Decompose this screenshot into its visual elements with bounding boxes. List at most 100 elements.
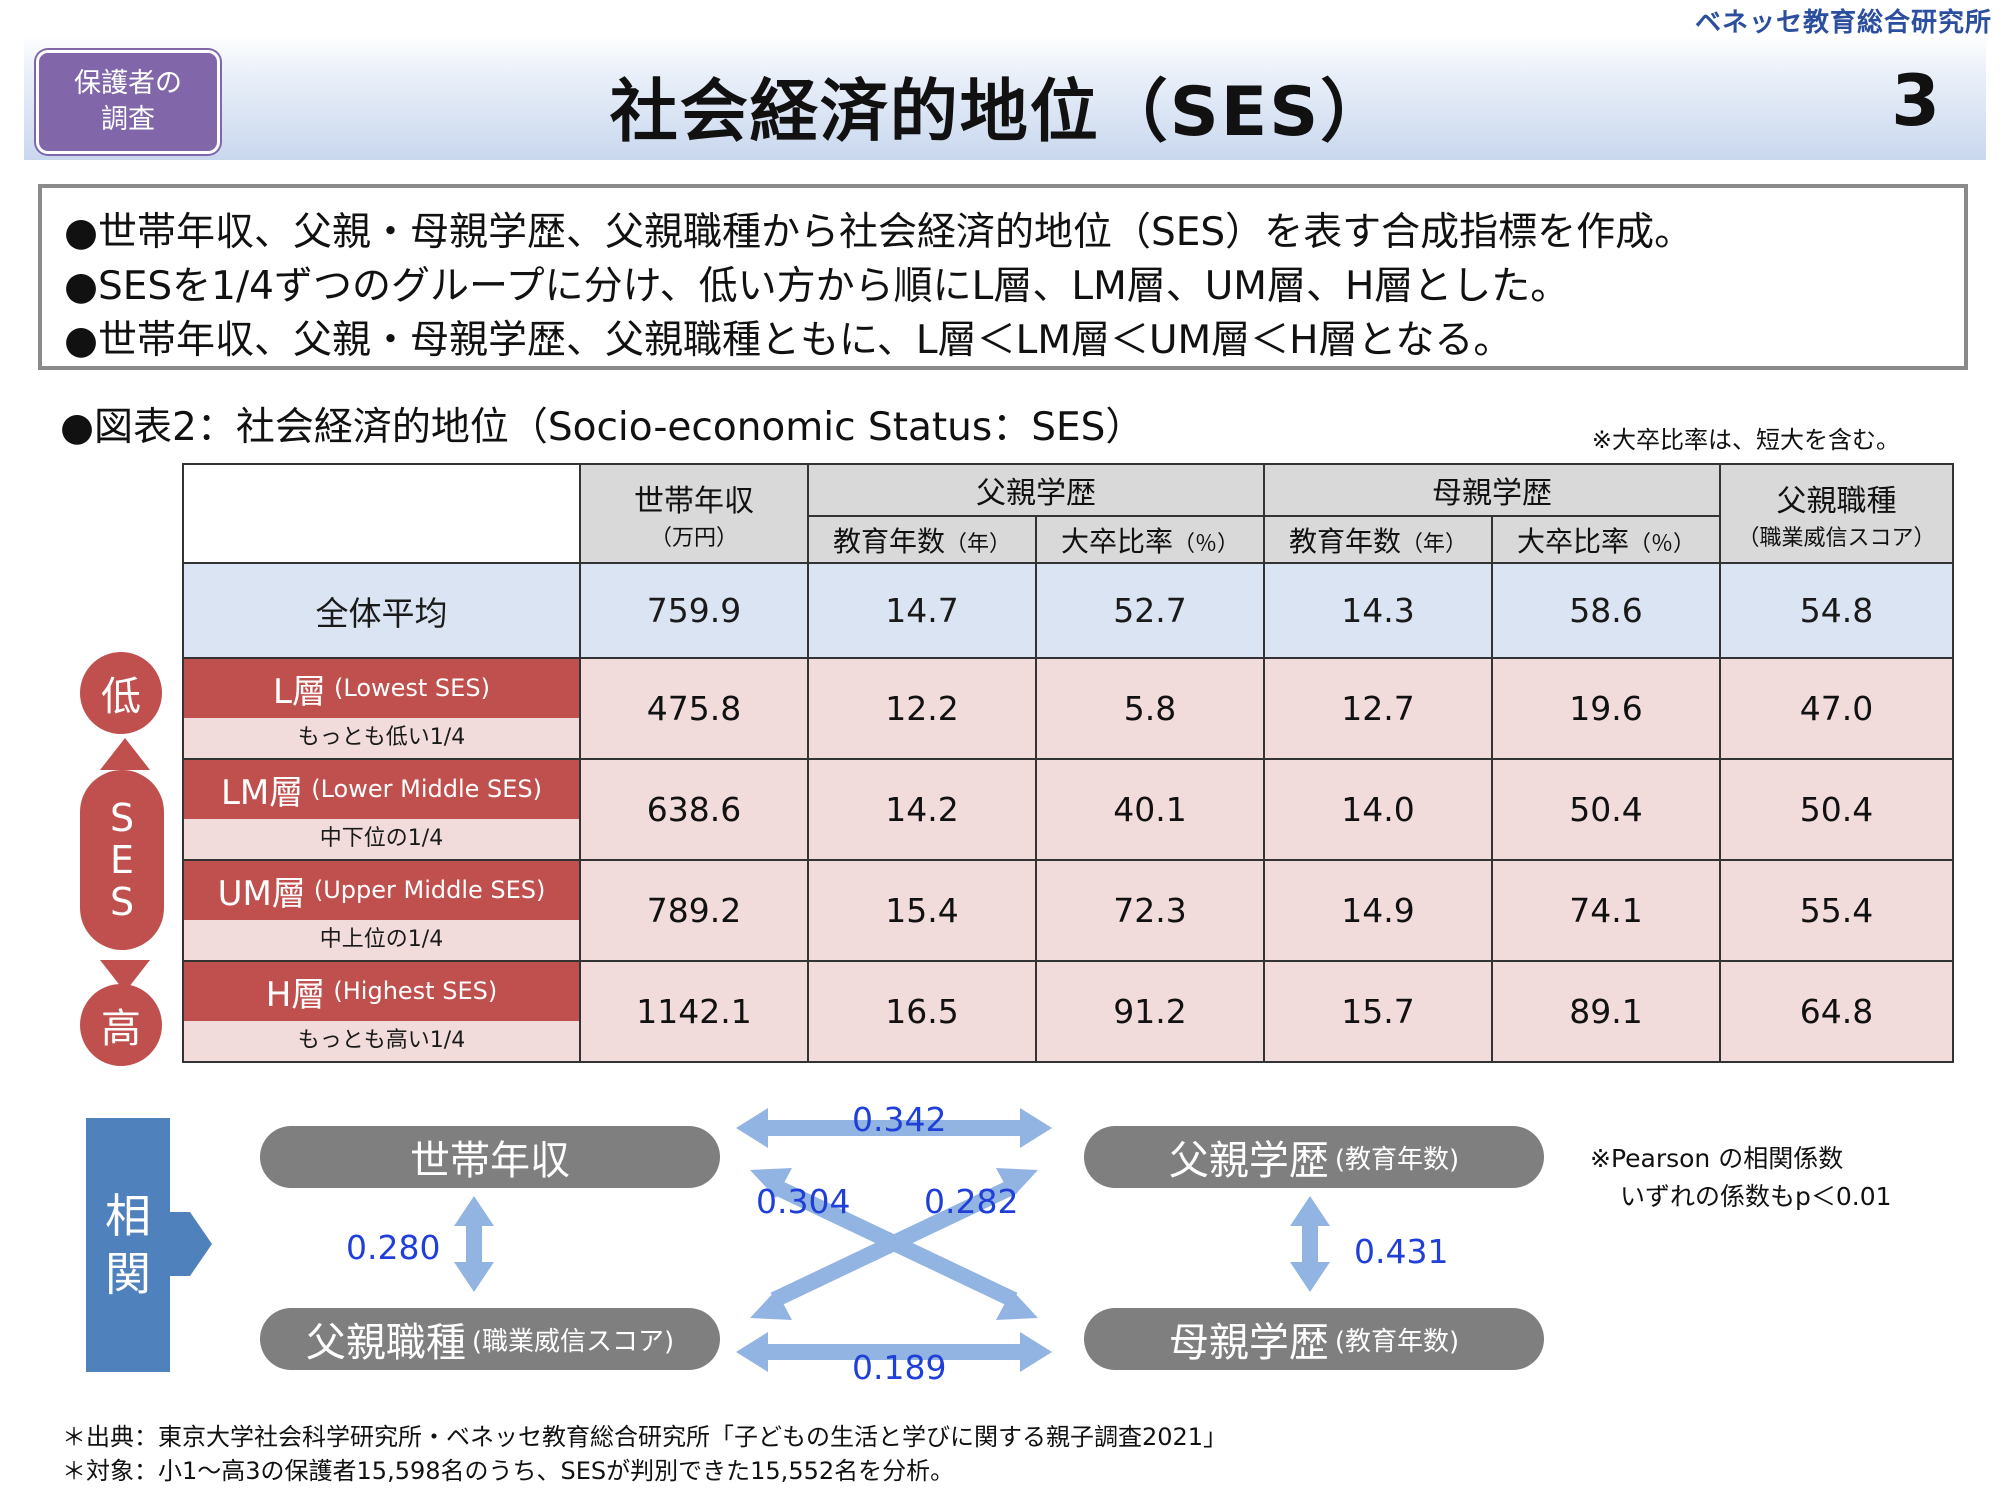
table-cell: 40.1 (1035, 758, 1265, 861)
arrow-head-icon (750, 1168, 792, 1198)
layer-name: H層 (265, 974, 326, 1015)
node-father-edu: 父親学歴 (教育年数) (1084, 1126, 1544, 1188)
page-number: 3 (1891, 60, 1940, 142)
corr-value: 0.189 (852, 1348, 947, 1387)
arrow-down-icon (100, 960, 150, 992)
layer-en: (Highest SES) (333, 977, 498, 1005)
table-cell: 55.4 (1719, 859, 1954, 962)
table-cell: 74.1 (1491, 859, 1721, 962)
badge-line-2: 調査 (101, 104, 155, 135)
layer-en: (Upper Middle SES) (313, 876, 546, 904)
badge-line-1: 保護者の (74, 68, 182, 99)
header-mother-ratio: 大卒比率（％） (1491, 515, 1721, 564)
node-father-job: 父親職種 (職業威信スコア) (260, 1308, 720, 1370)
table-cell: 14.0 (1263, 758, 1493, 861)
double-arrow-icon (736, 1332, 1052, 1372)
table-cell: 759.9 (579, 562, 809, 659)
header-income: 世帯年収 （万円） (579, 463, 809, 564)
header-father-years: 教育年数（年） (807, 515, 1037, 564)
summary-box: ●世帯年収、父親・母親学歴、父親職種から社会経済的地位（SES）を表す合成指標を… (38, 184, 1968, 370)
layer-name: L層 (273, 671, 326, 712)
double-arrow-icon (1290, 1196, 1330, 1292)
table-cell: 58.6 (1491, 562, 1721, 659)
node-label: 父親学歴 (1168, 1138, 1329, 1184)
arrow-head-icon (750, 1290, 792, 1320)
header-band (24, 36, 1986, 160)
table-cell: 14.9 (1263, 859, 1493, 962)
layer-en: (Lower Middle SES) (311, 775, 543, 803)
scale-high-circle: 高 (80, 984, 162, 1066)
layer-desc: もっとも低い1/4 (184, 717, 579, 758)
summary-line: ●SESを1/4ずつのグループに分け、低い方から順にL層、LM層、UM層、H層と… (64, 264, 1570, 309)
chevron-right-icon (170, 1212, 212, 1276)
ratio-label: 大卒比率 (1060, 524, 1173, 558)
table-cell: 47.0 (1719, 657, 1954, 760)
double-arrow-icon (736, 1108, 1052, 1148)
ratio-unit: （％） (1629, 531, 1696, 557)
table-cell: 638.6 (579, 758, 809, 861)
correlation-label: 相 関 (86, 1118, 170, 1372)
table-row-l: L層 (Lowest SES) もっとも低い1/4 475.8 12.2 5.8 … (182, 657, 1954, 760)
arrow-head-icon (996, 1290, 1038, 1320)
years-label: 教育年数 (1288, 524, 1401, 558)
table-row-lm: LM層 (Lower Middle SES) 中下位の1/4 638.6 14.2… (182, 758, 1954, 861)
page-title: 社会経済的地位（SES） (609, 73, 1391, 152)
average-label: 全体平均 (182, 562, 581, 659)
double-arrow-icon (454, 1196, 494, 1292)
table-cell: 475.8 (579, 657, 809, 760)
table-cell: 19.6 (1491, 657, 1721, 760)
diagonal-arrow-shaft (770, 1178, 1018, 1308)
node-label: 母親学歴 (1168, 1320, 1329, 1366)
ses-table: 世帯年収 （万円） 父親学歴 母親学歴 父親職種 （職業威信スコア） 教育年数（… (182, 463, 1954, 1063)
pearson-note-line: ※Pearson の相関係数 (1590, 1144, 1844, 1173)
table-cell: 89.1 (1491, 960, 1721, 1063)
survey-badge: 保護者の 調査 (36, 50, 220, 154)
header-father-edu: 父親学歴 (807, 463, 1265, 517)
layer-desc: 中下位の1/4 (184, 818, 579, 859)
ratio-unit: （％） (1173, 531, 1240, 557)
corr-value: 0.280 (346, 1228, 441, 1267)
header-father-job-unit: （職業威信スコア） (1737, 525, 1936, 551)
table-cell: 50.4 (1719, 758, 1954, 861)
table-cell: 5.8 (1035, 657, 1265, 760)
ses-letter: S (109, 880, 135, 924)
layer-name: LM層 (220, 772, 304, 813)
corr-label-char: 関 (105, 1247, 151, 1301)
table-cell: 15.7 (1263, 960, 1493, 1063)
corr-label-char: 相 (105, 1189, 151, 1243)
ses-scale-pill: S E S (80, 770, 164, 950)
table-cell: 54.8 (1719, 562, 1954, 659)
footnotes: ＊出典：東京大学社会科学研究所・ベネッセ教育総合研究所「子どもの生活と学びに関す… (62, 1420, 1227, 1488)
table-cell: 12.7 (1263, 657, 1493, 760)
ses-letter: E (109, 838, 134, 882)
corner-cell (182, 463, 581, 564)
table-cell: 91.2 (1035, 960, 1265, 1063)
table-row-um: UM層 (Upper Middle SES) 中上位の1/4 789.2 15.4… (182, 859, 1954, 962)
node-sub: (職業威信スコア) (471, 1326, 675, 1357)
header-mother-edu: 母親学歴 (1263, 463, 1721, 517)
layer-label-h: H層 (Highest SES) もっとも高い1/4 (182, 960, 581, 1063)
summary-line: ●世帯年収、父親・母親学歴、父親職種ともに、L層＜LM層＜UM層＜H層となる。 (64, 318, 1513, 363)
header-mother-years: 教育年数（年） (1263, 515, 1493, 564)
corr-value: 0.342 (852, 1100, 947, 1139)
table-cell: 64.8 (1719, 960, 1954, 1063)
table-cell: 789.2 (579, 859, 809, 962)
layer-label-l: L層 (Lowest SES) もっとも低い1/4 (182, 657, 581, 760)
table-cell: 1142.1 (579, 960, 809, 1063)
table-cell: 50.4 (1491, 758, 1721, 861)
table-row-h: H層 (Highest SES) もっとも高い1/4 1142.1 16.5 91… (182, 960, 1954, 1063)
table-cell: 52.7 (1035, 562, 1265, 659)
ses-letter: S (109, 796, 135, 840)
table-cell: 14.7 (807, 562, 1037, 659)
footnote-target: ＊対象：小1～高3の保護者15,598名のうち、SESが判別できた15,552名… (62, 1457, 955, 1485)
ratio-label: 大卒比率 (1516, 524, 1629, 558)
layer-desc: 中上位の1/4 (184, 919, 579, 960)
summary-line: ●世帯年収、父親・母親学歴、父親職種から社会経済的地位（SES）を表す合成指標を… (64, 210, 1694, 255)
table-cell: 12.2 (807, 657, 1037, 760)
footnote-source: ＊出典：東京大学社会科学研究所・ベネッセ教育総合研究所「子どもの生活と学びに関す… (62, 1423, 1228, 1451)
pearson-note-line: いずれの係数もp＜0.01 (1620, 1182, 1892, 1211)
header-income-label: 世帯年収 (634, 483, 754, 519)
node-label: 世帯年収 (410, 1138, 570, 1184)
node-sub: (教育年数) (1334, 1144, 1460, 1175)
node-mother-edu: 母親学歴 (教育年数) (1084, 1308, 1544, 1370)
